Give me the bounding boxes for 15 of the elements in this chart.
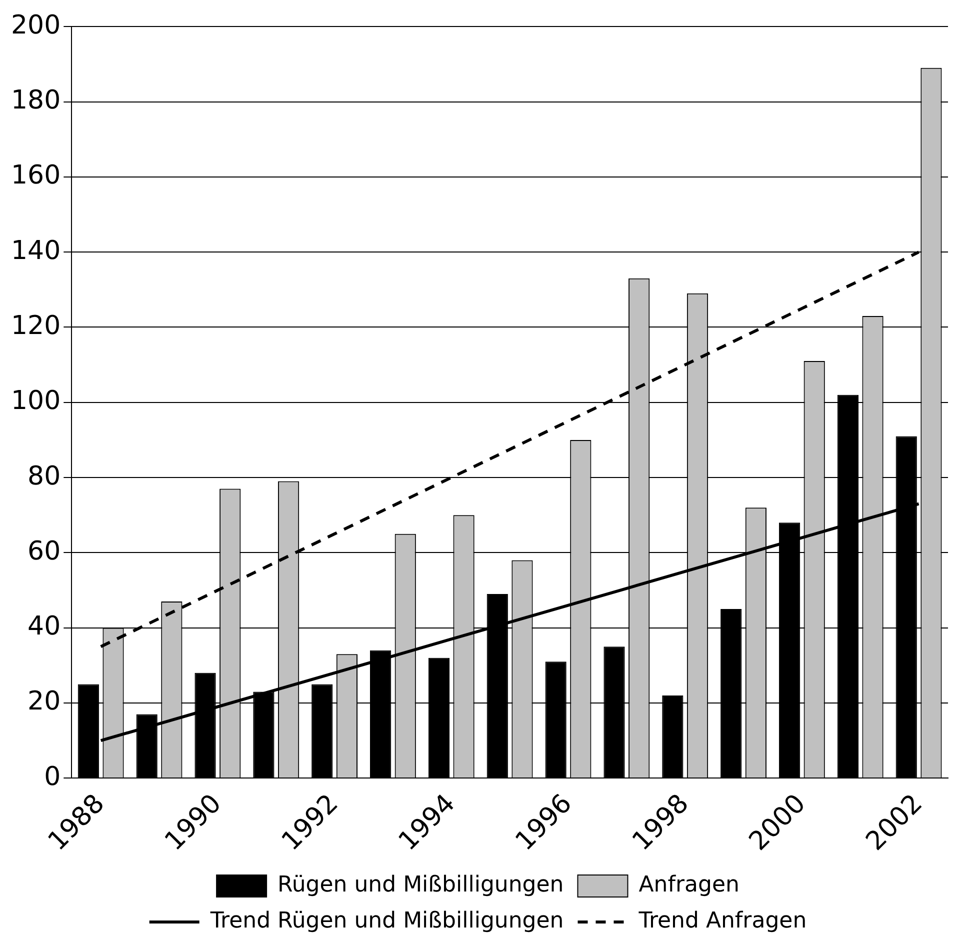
y-tick-label: 0	[44, 762, 61, 792]
y-tick-label: 180	[10, 86, 61, 116]
y-tick-label: 60	[28, 536, 61, 566]
y-tick-label: 80	[28, 461, 61, 492]
y-tick-label: 200	[10, 10, 61, 40]
legend-label: Anfragen	[638, 872, 740, 898]
y-tick-label: 120	[10, 310, 61, 341]
legend-label: Rügen und Mißbilligungen	[278, 872, 564, 898]
y-tick-label: 20	[28, 686, 61, 717]
y-tick-label: 40	[28, 612, 61, 642]
legend-label: Trend Rügen und Mißbilligungen	[209, 908, 564, 934]
y-tick-label: 140	[10, 236, 61, 266]
legend-label: Trend Anfragen	[638, 908, 807, 934]
y-tick-label: 100	[10, 386, 61, 416]
y-tick-label: 160	[10, 160, 61, 191]
